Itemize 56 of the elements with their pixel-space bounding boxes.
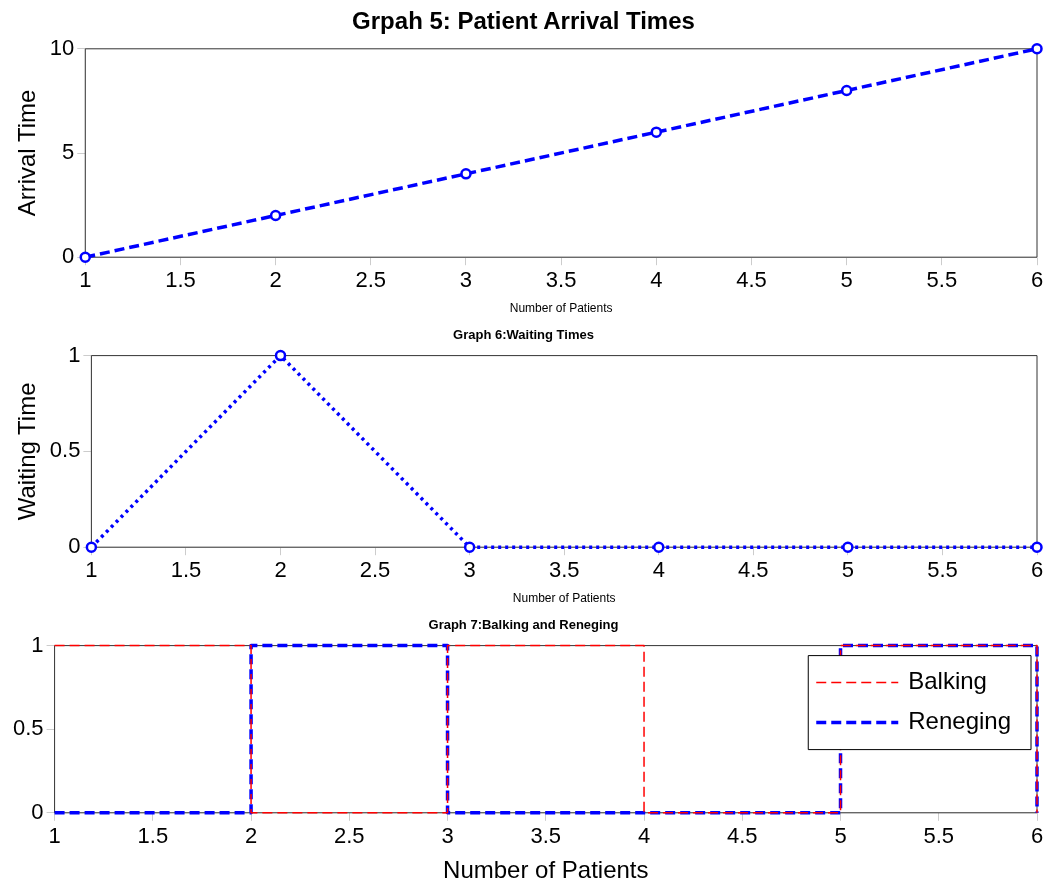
y-tick-label: 10 <box>49 34 75 60</box>
x-tick-label: 5.5 <box>923 823 955 849</box>
y-tick-label: 0.5 <box>12 715 44 741</box>
x-tick-label: 5 <box>834 823 847 849</box>
y-axis-title: Waiting Time <box>13 382 41 521</box>
x-tick-label: 2 <box>274 557 287 583</box>
point <box>79 251 92 263</box>
y-axis-title: Arrival Time <box>13 89 41 217</box>
x-tick-label: 1.5 <box>170 557 202 583</box>
x-tick-label: 1.5 <box>165 267 196 293</box>
x-tick-label: 2 <box>244 823 258 849</box>
point <box>460 168 472 180</box>
x-tick-label: 6 <box>1030 267 1044 293</box>
point <box>840 84 853 97</box>
x-tick-label: 1.5 <box>137 823 169 849</box>
chart-title: Grpah 5: Patient Arrival Times <box>352 7 695 35</box>
x-tick-label: 3 <box>441 823 454 849</box>
y-tick-label: 0 <box>62 243 75 269</box>
x-tick-label: 4.5 <box>726 823 758 849</box>
x-tick-label: 5.5 <box>926 267 958 293</box>
x-tick-label: 5 <box>840 267 853 293</box>
point <box>650 126 663 138</box>
x-tick-label: 4 <box>650 267 663 293</box>
x-axis-title: Number of Patients <box>509 301 613 316</box>
x-tick-label: 2.5 <box>334 823 365 849</box>
y-tick-label: 1 <box>68 341 81 367</box>
x-axis-title: Number of Patients <box>512 591 616 606</box>
y-tick-label: 0.5 <box>49 437 81 463</box>
legend-label: Reneging <box>908 707 1011 735</box>
x-tick-label: 4 <box>637 823 651 849</box>
x-tick-label: 3.5 <box>530 823 562 849</box>
x-tick-label: 6 <box>1030 557 1044 583</box>
point <box>1031 43 1043 55</box>
x-tick-label: 5 <box>841 557 854 583</box>
x-tick-label: 5.5 <box>927 557 958 583</box>
chart-title: Graph 7:Balking and Reneging <box>428 617 619 633</box>
y-tick-label: 5 <box>62 139 75 165</box>
y-tick-label: 0 <box>68 533 81 559</box>
x-axis-title: Number of Patients <box>443 856 649 884</box>
x-tick-label: 4 <box>652 557 665 583</box>
x-tick-label: 2 <box>269 267 282 293</box>
legend-label: Balking <box>908 667 987 695</box>
x-tick-label: 4.5 <box>738 557 769 583</box>
x-tick-label: 2.5 <box>355 267 387 293</box>
x-tick-label: 3 <box>463 557 476 583</box>
x-tick-label: 4.5 <box>736 267 767 293</box>
y-tick-label: 1 <box>31 631 44 657</box>
x-tick-label: 3.5 <box>545 267 577 293</box>
x-tick-label: 6 <box>1030 823 1044 849</box>
y-tick-label: 0 <box>31 798 44 824</box>
point <box>269 209 282 222</box>
x-tick-label: 2.5 <box>359 557 391 583</box>
x-tick-label: 1 <box>85 557 98 583</box>
x-tick-label: 3.5 <box>548 557 580 583</box>
chart-title: Graph 6:Waiting Times <box>453 327 594 343</box>
x-tick-label: 3 <box>459 267 473 293</box>
